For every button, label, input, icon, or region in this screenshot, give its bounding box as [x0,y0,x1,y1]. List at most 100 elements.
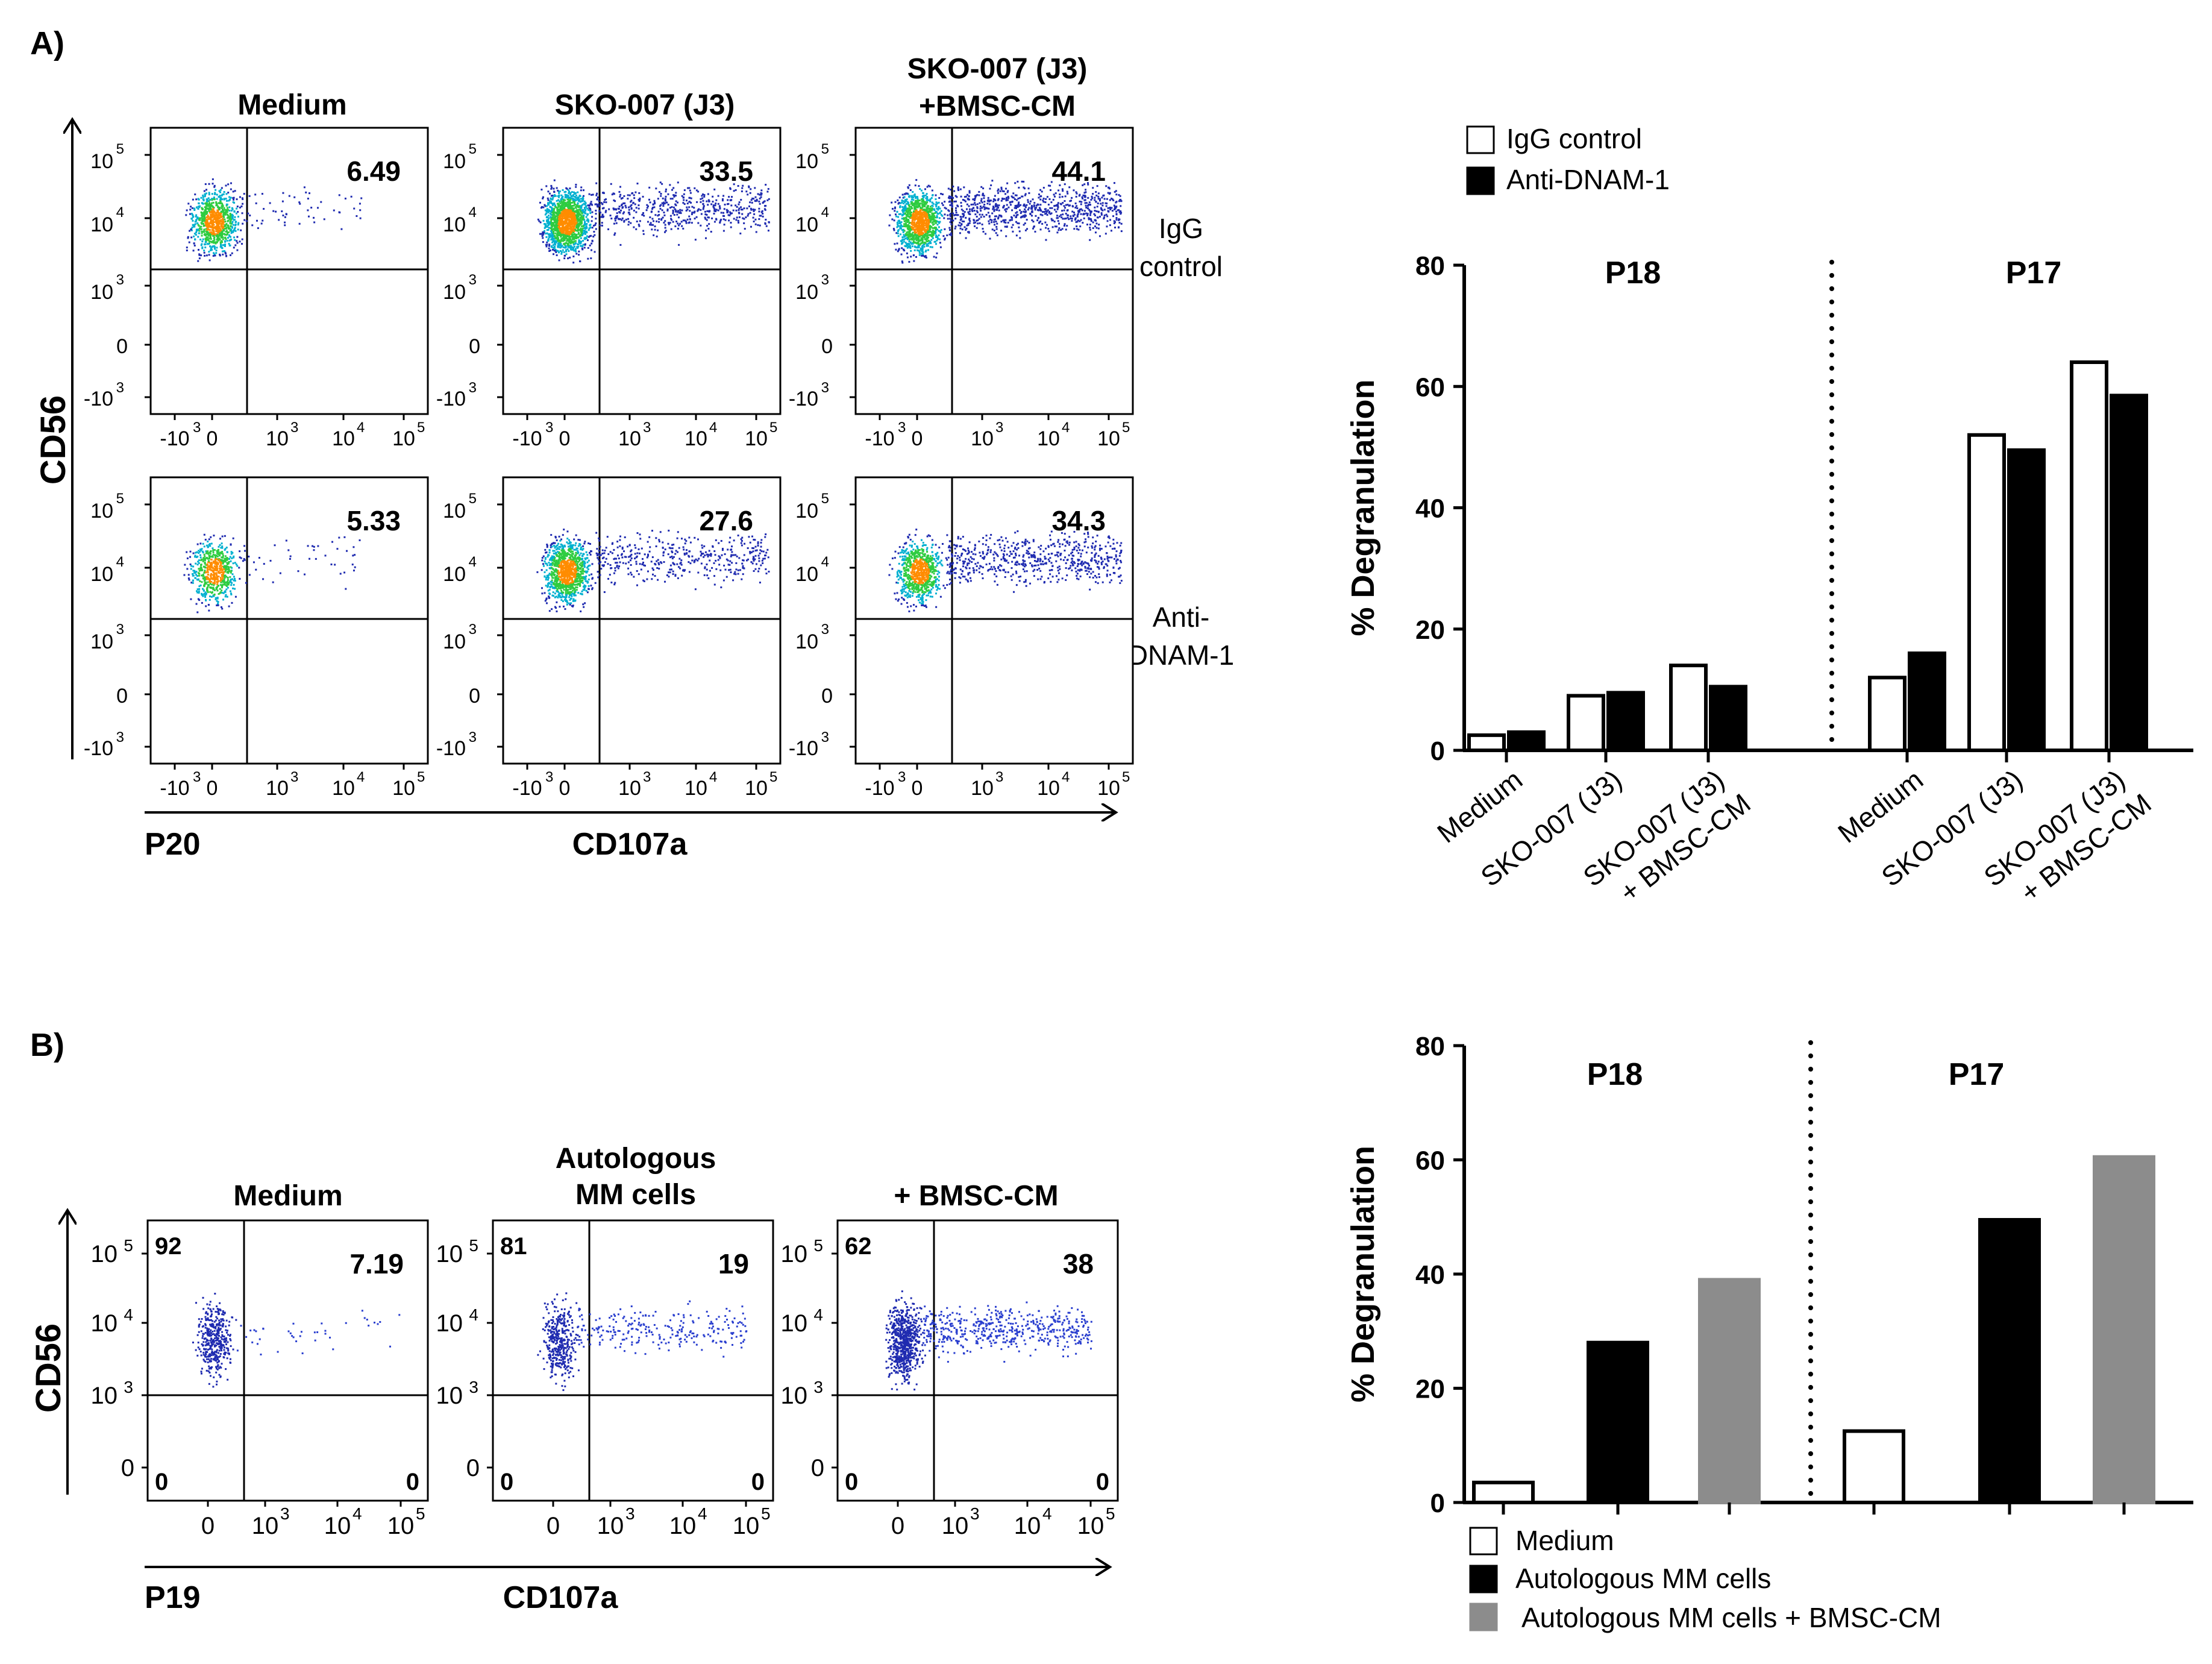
y-tick: 10 [795,630,818,653]
quadrant-value: 33.5 [699,155,753,187]
bar-anti [2007,448,2046,752]
y-tick-exp: 5 [469,491,477,507]
y-tick: 0 [469,335,480,358]
chart-a-ylabel: % Degranulation [1345,379,1381,636]
x-tick-exp: 5 [761,1504,771,1523]
panel-b-label: B) [30,1027,64,1063]
y-tick-exp: 4 [821,554,829,570]
ul-value: 92 [155,1233,182,1260]
legend-a-swatch-igg [1466,125,1495,154]
bar-igg [1669,664,1708,752]
x-tick: -10 [160,427,189,450]
x-tick-exp: 3 [995,419,1003,436]
chart-b-ytick: 20 [1415,1375,1445,1404]
x-tick: 0 [201,1513,215,1539]
bar-igg [1467,733,1506,752]
y-tick-exp: 4 [124,1305,133,1324]
ll-value: 0 [500,1469,513,1495]
y-tick: 10 [781,1383,808,1409]
chart-a-ytick: 20 [1415,615,1445,645]
x-tick: 10 [745,777,768,800]
y-tick: 0 [116,335,128,358]
y-tick: 10 [436,1241,463,1267]
y-tick: 0 [811,1455,824,1481]
ul-value: 62 [845,1233,872,1260]
y-tick-exp: 3 [821,729,829,746]
y-tick-exp: 3 [116,380,124,396]
x-tick: 10 [1097,427,1120,450]
y-tick: -10 [789,388,818,410]
x-tick: 10 [1097,777,1120,800]
y-tick: 0 [821,335,833,358]
x-tick-exp: 5 [417,419,425,436]
legend-b-swatch-medium [1469,1527,1498,1556]
panel-a-patient: P20 [145,827,201,862]
y-tick: 10 [91,1310,118,1337]
row-label-igg-1: IgG [1159,213,1203,244]
y-tick-exp: 5 [116,491,124,507]
x-tick: 0 [912,427,923,450]
x-tick: -10 [865,427,894,450]
y-tick: 10 [443,213,466,236]
chart-a-ytick: 0 [1430,736,1445,766]
y-tick-exp: 3 [116,729,124,746]
y-tick: 10 [795,213,818,236]
ur-value: 38 [1063,1248,1094,1279]
y-tick-exp: 3 [821,272,829,288]
legend-b-swatch-auto [1469,1565,1498,1593]
x-tick-exp: 5 [1106,1504,1115,1523]
y-tick: 10 [436,1310,463,1337]
y-tick: 10 [795,500,818,523]
y-tick: 10 [91,1241,118,1267]
y-tick: -10 [436,388,466,410]
x-tick: 10 [1037,777,1060,800]
x-tick-exp: 3 [898,419,906,436]
row-label-anti-2: DNAM-1 [1128,639,1234,671]
x-tick: 10 [942,1513,969,1539]
panel-a-x-label: CD107a [572,827,688,862]
x-tick-exp: 3 [970,1504,980,1523]
chart-b-ytick: 80 [1415,1032,1445,1061]
y-tick-exp: 4 [813,1305,823,1324]
y-tick-exp: 3 [116,272,124,288]
chart-a-category: Medium [1832,764,1929,849]
x-tick-exp: 4 [698,1504,707,1523]
legend-a-anti: Anti-DNAM-1 [1506,164,1670,195]
x-tick: 10 [618,777,641,800]
col-b-title-auto-2: MM cells [575,1179,696,1211]
col-title-medium: Medium [237,89,346,121]
chart-b-ytick: 60 [1415,1146,1445,1176]
lr-value: 0 [1096,1469,1109,1495]
y-tick: 10 [90,150,113,173]
y-tick-exp: 3 [469,621,477,638]
y-tick-exp: 4 [116,554,124,570]
x-tick-exp: 4 [709,769,717,785]
bar-igg [1967,433,2006,752]
bar-2 [2093,1155,2155,1504]
y-tick-exp: 4 [469,554,477,570]
x-tick-exp: 3 [995,769,1003,785]
bar-0 [1472,1480,1535,1504]
y-tick-exp: 3 [469,272,477,288]
y-tick-exp: 5 [469,1236,478,1255]
panel-b-patient: P19 [145,1580,201,1615]
x-tick: 10 [618,427,641,450]
y-tick-exp: 3 [469,380,477,396]
x-tick: 10 [733,1513,760,1539]
bar-anti [1709,685,1747,752]
y-tick-exp: 3 [124,1378,133,1396]
y-tick: 10 [443,630,466,653]
chart-b: 0 20 40 60 80 % Degranulation P18 P17 Medium Au… [1345,1032,2193,1633]
y-tick: -10 [789,737,818,760]
y-tick: 10 [436,1383,463,1409]
x-tick: 0 [547,1513,560,1539]
x-tick: 10 [745,427,768,450]
x-tick-exp: 3 [898,769,906,785]
x-tick: 0 [207,427,218,450]
legend-b-auto: Autologous MM cells [1515,1563,1771,1594]
